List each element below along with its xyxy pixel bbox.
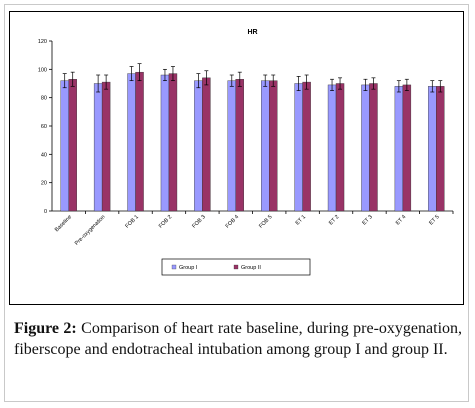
bar-group-1 <box>93 83 103 212</box>
x-tick-label: FOB 1 <box>124 214 139 229</box>
bar-group-2 <box>101 81 111 212</box>
bar-group-1 <box>227 80 236 212</box>
caption-text: Comparison of heart rate baseline, durin… <box>14 320 463 358</box>
y-tick-label: 40 <box>41 152 47 158</box>
bar-group-2 <box>168 73 178 212</box>
x-tick-label: FOB 3 <box>191 214 206 229</box>
chart-title: HR <box>247 29 257 36</box>
bar-group-2 <box>302 81 311 212</box>
y-tick-label: 0 <box>44 209 47 215</box>
legend-swatch-group-2 <box>233 264 239 270</box>
bar-group-2 <box>202 77 211 212</box>
bar-group-2 <box>369 83 378 212</box>
bar-group-1 <box>194 80 203 212</box>
y-tick-label: 20 <box>41 181 47 187</box>
legend-label-group-2: Group II <box>241 265 261 271</box>
bar-group-1 <box>428 86 437 212</box>
bar-group-2 <box>235 79 244 212</box>
bar-group-2 <box>68 79 77 212</box>
figure-caption: Figure 2: Comparison of heart rate basel… <box>14 318 462 360</box>
bar-group-2 <box>402 84 412 212</box>
y-tick-label: 80 <box>41 96 47 102</box>
bar-group-1 <box>327 84 337 212</box>
bar-group-1 <box>394 86 404 212</box>
y-tick-label: 120 <box>38 39 47 45</box>
bar-group-1 <box>60 80 69 212</box>
x-tick-label: ET 1 <box>295 214 307 226</box>
y-tick-label: 100 <box>38 67 47 73</box>
heart-rate-bar-chart: HR 0 20 40 60 80 100 120 Baseline Pre-oxygenation… <box>38 29 454 276</box>
bar-group-2 <box>436 86 445 212</box>
bar-group-1 <box>261 80 270 212</box>
bar-group-1 <box>160 74 170 212</box>
caption-label: Figure 2: <box>14 320 77 337</box>
x-tick-label: ET 5 <box>428 214 440 226</box>
bar-group-1 <box>361 84 370 212</box>
x-tick-label: ET 3 <box>361 214 373 226</box>
bar-group-2 <box>335 83 345 212</box>
bar-group-2 <box>135 71 144 212</box>
x-tick-label: Baseline <box>54 214 73 233</box>
bar-group-1 <box>294 83 303 212</box>
bar-group-1 <box>127 73 136 212</box>
legend-label-group-1: Group I <box>179 265 198 271</box>
bar-group-2 <box>269 80 278 212</box>
x-tick-label: FOB 4 <box>225 214 240 229</box>
legend-swatch-group-1 <box>171 264 177 270</box>
x-tick-label: ET 4 <box>395 214 407 226</box>
x-tick-label: Pre-oxygenation <box>74 214 107 247</box>
chart-frame: HR 0 20 40 60 80 100 120 Baseline Pre-oxygenation… <box>9 11 464 305</box>
x-tick-label: FOB 5 <box>258 214 273 229</box>
x-tick-label: FOB 2 <box>158 214 173 229</box>
y-tick-label: 60 <box>41 124 47 130</box>
x-tick-label: ET 2 <box>328 214 340 226</box>
